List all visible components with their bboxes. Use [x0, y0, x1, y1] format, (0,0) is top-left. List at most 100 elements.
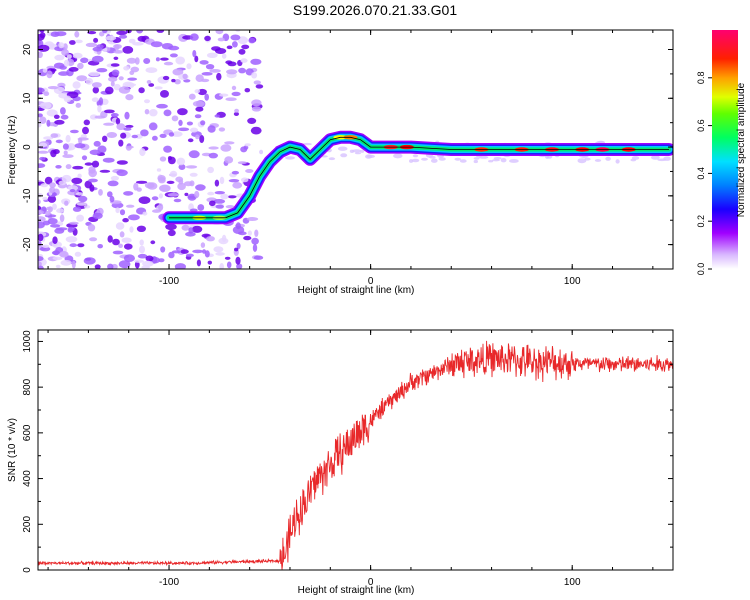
noise-speckle: [236, 263, 243, 269]
noise-speckle: [130, 66, 140, 73]
noise-speckle: [182, 73, 188, 80]
noise-speckle: [132, 42, 144, 46]
noise-speckle: [359, 149, 365, 153]
noise-speckle: [38, 221, 45, 229]
colorbar-tick-label: 0.6: [696, 119, 706, 132]
noise-speckle: [166, 180, 175, 184]
noise-speckle: [178, 127, 190, 132]
noise-speckle: [204, 250, 210, 258]
noise-speckle: [195, 74, 204, 82]
noise-speckle: [59, 214, 65, 223]
noise-speckle: [75, 192, 84, 196]
noise-speckle: [55, 139, 63, 144]
noise-speckle: [88, 178, 98, 183]
noise-speckle: [459, 159, 467, 163]
noise-speckle: [209, 200, 216, 207]
noise-speckle: [46, 119, 51, 127]
noise-speckle: [43, 136, 54, 140]
noise-speckle: [112, 238, 120, 246]
noise-speckle: [113, 83, 121, 91]
noise-speckle: [213, 246, 224, 253]
noise-speckle: [240, 177, 249, 183]
noise-speckle: [145, 67, 158, 73]
noise-speckle: [92, 46, 103, 52]
noise-speckle: [118, 260, 131, 269]
noise-speckle: [232, 41, 238, 48]
noise-speckle: [55, 165, 62, 169]
noise-speckle: [154, 86, 163, 90]
noise-speckle: [180, 249, 189, 254]
noise-speckle: [158, 193, 163, 199]
noise-speckle: [102, 135, 108, 142]
noise-speckle: [200, 120, 206, 126]
noise-speckle: [302, 142, 312, 146]
noise-speckle: [63, 59, 70, 67]
noise-speckle: [83, 205, 91, 209]
noise-speckle: [70, 129, 79, 134]
noise-speckle: [150, 41, 163, 48]
noise-speckle: [218, 237, 229, 245]
noise-speckle: [119, 231, 125, 238]
snr-y-tick-label: 400: [22, 470, 33, 487]
noise-speckle: [157, 175, 166, 182]
noise-speckle: [199, 60, 209, 65]
noise-speckle: [91, 97, 99, 102]
colorbar-tick-label: 0.2: [696, 215, 706, 228]
noise-speckle: [204, 93, 209, 101]
noise-speckle: [206, 236, 215, 242]
noise-speckle: [150, 240, 156, 245]
noise-speckle: [167, 193, 180, 197]
noise-speckle: [142, 211, 148, 216]
noise-speckle: [171, 131, 183, 137]
noise-speckle: [113, 50, 124, 54]
noise-speckle: [127, 214, 140, 221]
snr-y-tick-label: 0: [22, 567, 33, 573]
noise-speckle: [54, 119, 65, 125]
noise-speckle: [214, 179, 220, 187]
noise-speckle: [144, 109, 150, 115]
noise-speckle: [89, 149, 101, 156]
figure-title: S199.2026.070.21.33.G01: [292, 2, 458, 18]
spectrogram-y-tick-label: -10: [22, 188, 33, 203]
noise-speckle: [238, 48, 246, 55]
noise-speckle: [577, 158, 587, 164]
noise-speckle: [60, 114, 69, 120]
noise-speckle: [47, 86, 59, 90]
noise-speckle: [137, 35, 147, 42]
noise-speckle: [62, 143, 69, 150]
noise-speckle: [174, 263, 186, 269]
noise-speckle: [124, 83, 137, 87]
noise-speckle: [195, 106, 204, 112]
noise-speckle: [227, 195, 237, 199]
noise-speckle: [111, 113, 119, 117]
noise-speckle: [234, 108, 240, 113]
noise-speckle: [97, 244, 103, 249]
spectrogram-x-tick-label: 100: [564, 276, 581, 287]
noise-speckle: [134, 57, 140, 65]
noise-speckle: [137, 253, 148, 259]
noise-speckle: [60, 107, 66, 115]
noise-speckle: [219, 176, 225, 185]
noise-speckle: [98, 189, 103, 196]
noise-speckle: [52, 256, 63, 261]
noise-speckle: [248, 37, 256, 44]
noise-speckle: [354, 152, 362, 155]
noise-speckle: [49, 182, 56, 189]
noise-speckle: [411, 158, 420, 163]
noise-speckle: [218, 127, 226, 132]
noise-speckle: [188, 150, 200, 159]
noise-speckle: [118, 139, 124, 147]
noise-speckle: [89, 237, 98, 242]
noise-speckle: [129, 226, 134, 233]
noise-speckle: [253, 255, 264, 260]
noise-speckle: [220, 144, 232, 152]
noise-speckle: [412, 154, 419, 158]
noise-speckle: [78, 195, 88, 203]
noise-speckle: [65, 164, 72, 170]
noise-speckle: [161, 43, 173, 50]
colorbar-label: Normalized spectral amplitude: [736, 82, 747, 217]
noise-speckle: [69, 189, 76, 193]
noise-speckle: [107, 180, 119, 187]
